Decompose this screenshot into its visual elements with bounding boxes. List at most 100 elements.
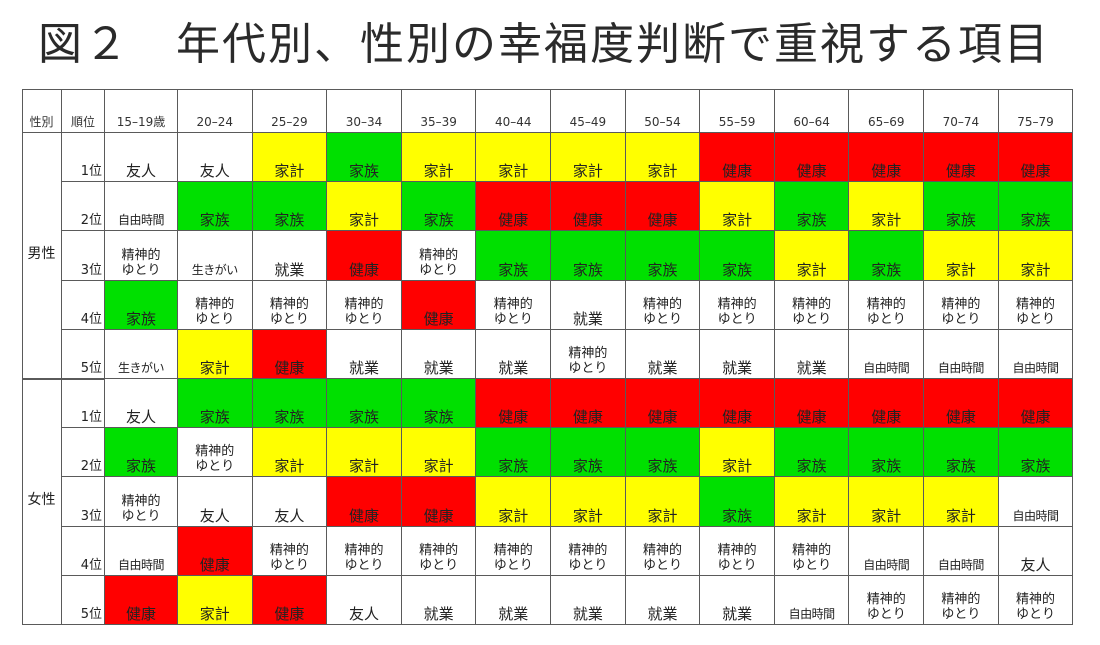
table-cell: 家族: [551, 231, 626, 281]
table-cell: 家族: [105, 280, 178, 330]
gender-label-1: 男性: [22, 133, 62, 379]
table-cell: 家計: [327, 428, 402, 478]
table-cell: 友人: [998, 526, 1074, 576]
table-cell: 精神的 ゆとり: [625, 526, 701, 576]
table-cell: 家計: [327, 182, 402, 232]
rank-label: 2位: [62, 428, 105, 478]
header-age-13: 75–79: [998, 89, 1074, 133]
table-cell: 精神的 ゆとり: [998, 280, 1074, 330]
table-cell: 健康: [849, 133, 925, 183]
table-cell: 就業: [327, 329, 402, 379]
header-age-2: 20–24: [178, 89, 253, 133]
table-cell: 家族: [178, 379, 253, 429]
table-cell: 自由時間: [924, 329, 999, 379]
table-cell: 健康: [551, 379, 626, 429]
table-cell: 就業: [252, 231, 328, 281]
table-cell: 家族: [178, 182, 253, 232]
table-cell: 精神的 ゆとり: [774, 526, 850, 576]
rank-label: 3位: [62, 231, 105, 281]
rank-label: 5位: [62, 575, 105, 625]
table-cell: 就業: [551, 575, 626, 625]
table-cell: 自由時間: [998, 329, 1074, 379]
header-age-6: 40–44: [476, 89, 552, 133]
table-cell: 家族: [476, 428, 552, 478]
table-cell: 精神的 ゆとり: [252, 280, 328, 330]
table-cell: 精神的 ゆとり: [401, 526, 477, 576]
table-cell: 精神的 ゆとり: [849, 280, 925, 330]
gender-label-2: 女性: [22, 379, 62, 625]
header-age-11: 65–69: [849, 89, 925, 133]
table-cell: 精神的 ゆとり: [105, 477, 178, 527]
table-cell: 生きがい: [105, 329, 178, 379]
table-cell: 健康: [476, 182, 552, 232]
table-cell: 友人: [178, 133, 253, 183]
rank-label: 1位: [62, 133, 105, 183]
table-cell: 家計: [476, 477, 552, 527]
table-cell: 就業: [625, 575, 701, 625]
table-cell: 家族: [327, 379, 402, 429]
table-cell: 精神的 ゆとり: [700, 526, 775, 576]
table-cell: 家計: [849, 477, 925, 527]
table-cell: 健康: [625, 379, 701, 429]
table-cell: 健康: [924, 379, 999, 429]
header-age-10: 60–64: [774, 89, 850, 133]
table-cell: 自由時間: [998, 477, 1074, 527]
header-age-8: 50–54: [625, 89, 701, 133]
table-cell: 家計: [178, 575, 253, 625]
table-cell: 家計: [998, 231, 1074, 281]
table-cell: 家族: [625, 428, 701, 478]
table-cell: 就業: [401, 575, 477, 625]
table-cell: 健康: [252, 575, 328, 625]
header-gender: 性別: [22, 89, 62, 133]
table-cell: 精神的 ゆとり: [401, 231, 477, 281]
table-cell: 精神的 ゆとり: [924, 280, 999, 330]
table-cell: 精神的 ゆとり: [105, 231, 178, 281]
table-cell: 健康: [401, 280, 477, 330]
table-cell: 生きがい: [178, 231, 253, 281]
table-cell: 精神的 ゆとり: [924, 575, 999, 625]
table-cell: 精神的 ゆとり: [178, 280, 253, 330]
table-cell: 健康: [252, 329, 328, 379]
table-cell: 健康: [774, 379, 850, 429]
table-cell: 健康: [774, 133, 850, 183]
table-cell: 精神的 ゆとり: [998, 575, 1074, 625]
table-cell: 就業: [551, 280, 626, 330]
rank-label: 2位: [62, 182, 105, 232]
table-cell: 家計: [551, 477, 626, 527]
header-age-7: 45–49: [551, 89, 626, 133]
header-age-5: 35–39: [401, 89, 477, 133]
table-cell: 家族: [924, 428, 999, 478]
header-age-4: 30–34: [327, 89, 402, 133]
table-cell: 家族: [327, 133, 402, 183]
table-cell: 家計: [924, 231, 999, 281]
table-cell: 健康: [105, 575, 178, 625]
table-cell: 健康: [551, 182, 626, 232]
table-cell: 家族: [998, 428, 1074, 478]
table-cell: 家族: [774, 182, 850, 232]
table-cell: 精神的 ゆとり: [178, 428, 253, 478]
table-cell: 健康: [700, 133, 775, 183]
table-cell: 家族: [998, 182, 1074, 232]
table-cell: 精神的 ゆとり: [327, 526, 402, 576]
table-cell: 家族: [401, 379, 477, 429]
table-cell: 家族: [625, 231, 701, 281]
table-cell: 自由時間: [849, 526, 925, 576]
header-age-1: 15–19歳: [105, 89, 178, 133]
table-cell: 家計: [252, 133, 328, 183]
table-cell: 家族: [252, 182, 328, 232]
table-cell: 家計: [625, 133, 701, 183]
table-cell: 家計: [476, 133, 552, 183]
header-rank: 順位: [62, 89, 105, 133]
table-cell: 精神的 ゆとり: [625, 280, 701, 330]
header-age-9: 55–59: [700, 89, 775, 133]
priority-table: 性別 順位 15–19歳 20–24 25–29 30–34 35–39 40–44 45–49…: [22, 89, 1074, 625]
table-cell: 就業: [700, 575, 775, 625]
table-cell: 就業: [401, 329, 477, 379]
table-cell: 健康: [476, 379, 552, 429]
table-cell: 家族: [849, 428, 925, 478]
table-cell: 健康: [849, 379, 925, 429]
header-age-3: 25–29: [252, 89, 328, 133]
table-cell: 家計: [700, 428, 775, 478]
table-cell: 健康: [998, 379, 1074, 429]
table-cell: 精神的 ゆとり: [774, 280, 850, 330]
